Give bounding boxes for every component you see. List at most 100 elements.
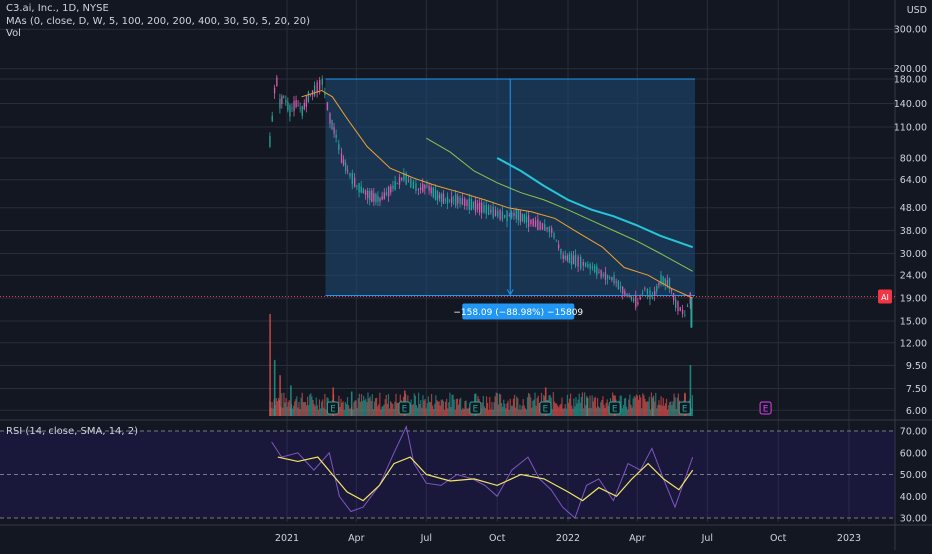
candle-body xyxy=(596,266,598,276)
ma-legend[interactable]: MAs (0, close, D, W, 5, 100, 200, 200, 4… xyxy=(6,15,310,27)
volume-bar xyxy=(582,408,585,416)
volume-bar xyxy=(672,401,674,416)
volume-bar xyxy=(585,405,587,416)
earnings-marker[interactable]: E xyxy=(398,401,411,415)
volume-bar xyxy=(466,408,468,416)
candle-body xyxy=(679,307,681,311)
volume-bar xyxy=(519,404,521,416)
volume-bar xyxy=(349,408,351,416)
candle-body xyxy=(689,292,691,304)
candles xyxy=(269,74,693,328)
volume-bar xyxy=(291,408,294,416)
volume-bar xyxy=(658,400,660,416)
candle-body xyxy=(637,302,639,305)
time-tick-label: Jul xyxy=(701,533,713,544)
volume-spike xyxy=(279,375,281,416)
price-tick-label: 15.00 xyxy=(900,317,927,328)
earnings-marker[interactable]: E xyxy=(469,401,482,415)
volume-bar xyxy=(677,393,679,416)
volume-bar xyxy=(591,395,593,416)
candle-body xyxy=(677,301,679,312)
candle-body xyxy=(641,292,644,294)
time-tick-label: 2023 xyxy=(837,533,861,544)
candle-body xyxy=(656,286,658,292)
price-tick-label: 24.00 xyxy=(900,271,927,282)
volume-bar xyxy=(579,402,581,416)
candle-body xyxy=(530,219,532,224)
candle-body xyxy=(624,291,626,295)
volume-bar xyxy=(523,405,525,416)
candle-body xyxy=(611,277,613,280)
candle-body xyxy=(424,185,426,189)
volume-bar xyxy=(673,393,675,416)
volume-bar xyxy=(663,405,665,416)
price-tick-label: 110.00 xyxy=(894,122,927,133)
price-tick-label: 9.50 xyxy=(906,361,927,372)
candle-body xyxy=(321,78,323,85)
volume-bar xyxy=(346,397,349,416)
volume-bar xyxy=(660,396,662,416)
candle-body xyxy=(582,261,584,266)
volume-bar xyxy=(427,396,429,416)
volume-bar xyxy=(380,409,382,416)
measure-label-box xyxy=(462,303,575,320)
earnings-marker-label: E xyxy=(330,405,336,415)
volume-bar xyxy=(584,392,586,416)
volume-bar xyxy=(447,408,449,416)
candle-body xyxy=(485,204,487,215)
volume-bar xyxy=(496,393,498,416)
volume-bar xyxy=(373,401,376,416)
volume-bar xyxy=(635,394,637,416)
volume-bar xyxy=(371,394,373,416)
candle-body xyxy=(461,198,464,205)
volume-bar xyxy=(377,406,379,416)
candle-body xyxy=(490,209,492,213)
earnings-marker[interactable]: E xyxy=(539,401,552,415)
volume-bar xyxy=(552,392,554,416)
volume-bar xyxy=(511,405,513,416)
candle-body xyxy=(478,202,481,213)
overlay-labels: −158.09 (−88.98%) −15809 AI xyxy=(0,289,895,320)
volume-bar xyxy=(509,398,511,416)
vol-legend[interactable]: Vol xyxy=(6,28,21,39)
volume-bar xyxy=(592,401,594,416)
future-earnings-box xyxy=(759,401,772,415)
volume-bar xyxy=(484,408,487,416)
earnings-marker[interactable]: E xyxy=(608,401,621,415)
candle-body xyxy=(356,185,358,187)
earnings-marker[interactable]: E xyxy=(326,401,339,415)
volume-bar xyxy=(390,401,392,416)
volume-bar xyxy=(293,405,295,416)
candle-body xyxy=(369,190,371,201)
measure-label: −158.09 (−88.98%) −15809 xyxy=(453,308,583,318)
volume-bar xyxy=(526,397,529,416)
rsi-legend[interactable]: RSI (14, close, SMA, 14, 2) xyxy=(6,426,139,437)
symbol-title[interactable]: C3.ai, Inc., 1D, NYSE xyxy=(6,3,109,14)
candle-body xyxy=(492,206,494,218)
volume-bar xyxy=(629,394,631,416)
volume-bar xyxy=(374,398,377,416)
volume-bar xyxy=(577,399,579,416)
time-tick-label: Apr xyxy=(348,533,365,544)
volume-bar xyxy=(315,397,317,416)
volume-bar xyxy=(503,399,505,416)
volume-bar xyxy=(413,393,415,416)
candle-body xyxy=(398,177,401,185)
candle-body xyxy=(606,275,609,279)
candle-body xyxy=(635,295,637,308)
candle-body xyxy=(291,108,293,109)
candle-body xyxy=(572,255,575,264)
future-earnings-marker[interactable]: E xyxy=(759,401,772,415)
volume-bar xyxy=(339,407,341,416)
volume-spike xyxy=(269,314,271,416)
earnings-marker[interactable]: E xyxy=(678,401,691,415)
volume-bar xyxy=(485,396,488,416)
volume-bar xyxy=(304,401,307,416)
measure-tool[interactable] xyxy=(325,78,696,296)
volume-bar xyxy=(395,393,397,416)
candle-body xyxy=(566,255,569,261)
volume-bar xyxy=(385,395,387,416)
